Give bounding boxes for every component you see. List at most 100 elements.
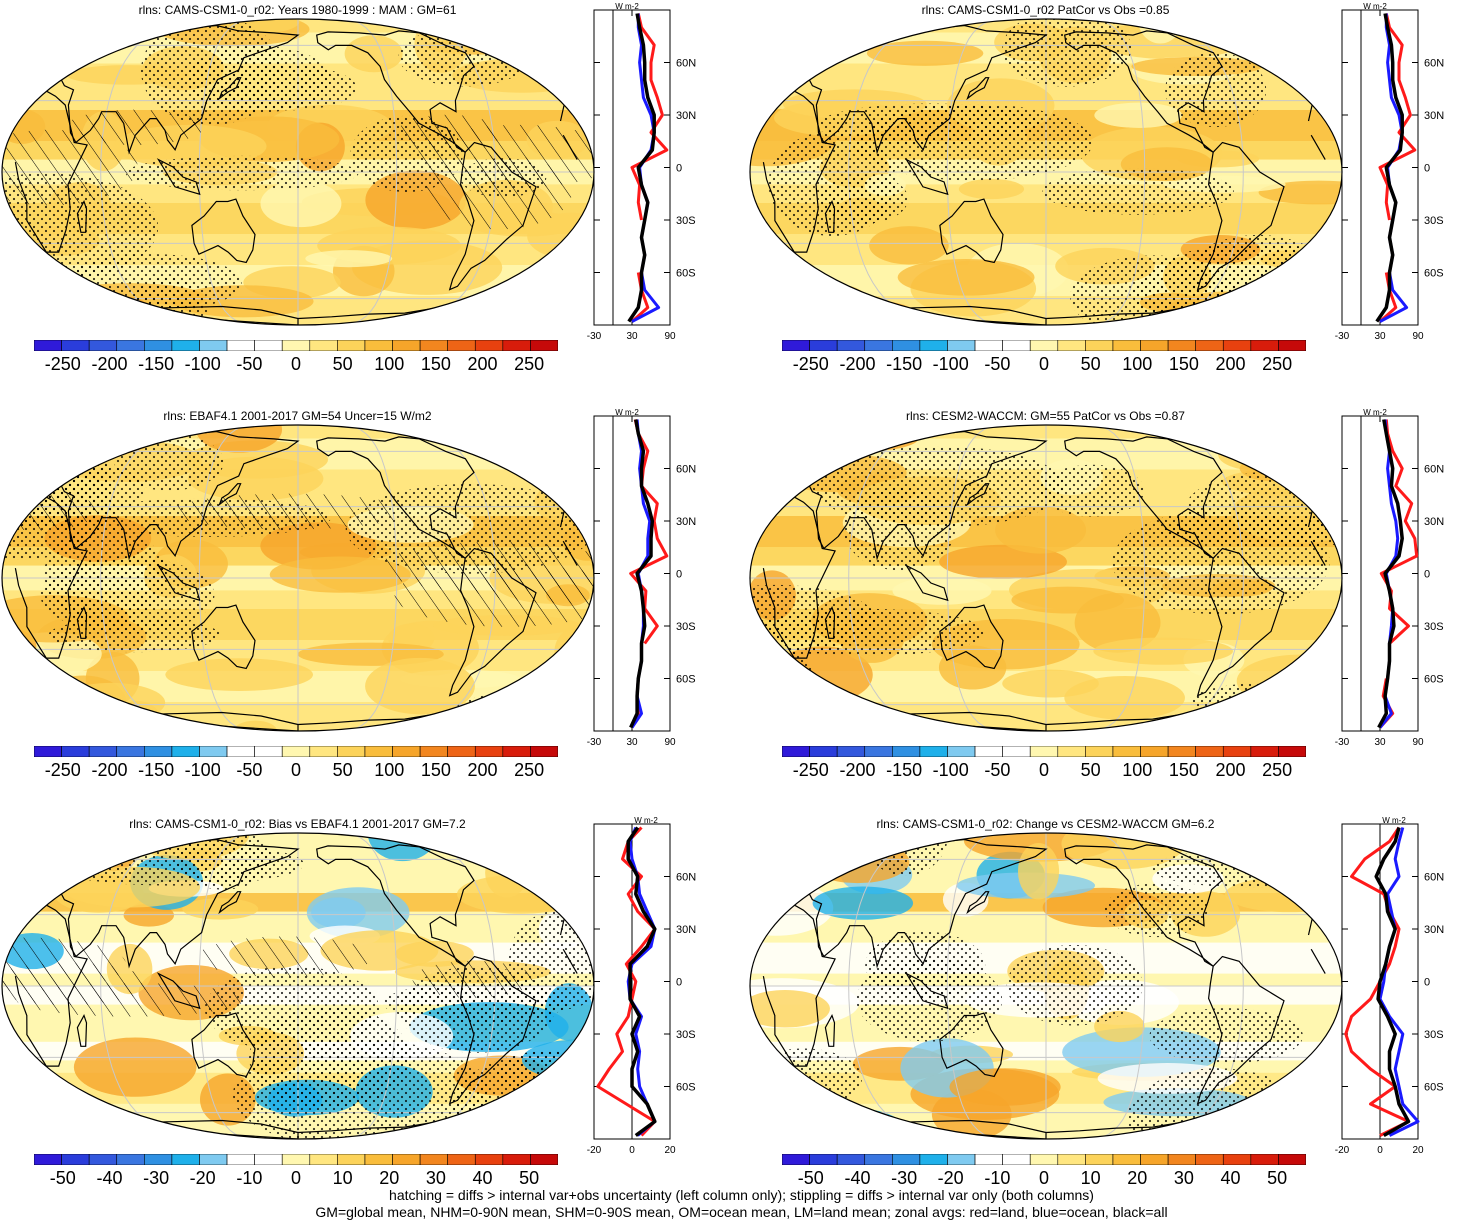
colorbar-tick-label: 50	[332, 354, 353, 374]
colorbar-swatch	[199, 340, 228, 351]
colorbar-swatch	[61, 746, 90, 757]
colorbar-tick-label: 100	[1122, 354, 1153, 374]
colorbar-tick-label: 250	[514, 354, 545, 374]
colorbar-swatch	[947, 340, 976, 351]
panel-5: rlns: CAMS-CSM1-0_r02: Change vs CESM2-W…	[748, 814, 1483, 1214]
colorbar-swatch	[337, 340, 366, 351]
colorbar-swatch	[809, 340, 838, 351]
colorbar-swatch	[1085, 340, 1114, 351]
map-title: rlns: CAMS-CSM1-0_r02 PatCor vs Obs =0.8…	[921, 3, 1170, 17]
colorbar-tick-label: -100	[184, 354, 221, 374]
zonal-line-all	[626, 826, 657, 1137]
zonal-ytick-label: 30S	[676, 621, 696, 633]
colorbar-tick-label: 150	[420, 354, 451, 374]
colorbar-tick-label: -10	[236, 1168, 263, 1188]
colorbar-tick-label: -50	[984, 354, 1011, 374]
colorbar-swatch	[1002, 340, 1031, 351]
zonal-ytick-label: 30N	[1424, 110, 1444, 122]
colorbar-swatch	[419, 746, 448, 757]
colorbar-tick-label: -20	[937, 1168, 964, 1188]
world-map	[1, 832, 595, 1140]
colorbar-swatch	[474, 1154, 504, 1165]
colorbar-tick-label: 250	[514, 760, 545, 780]
colorbar-swatch	[226, 1154, 255, 1165]
colorbar-swatch	[782, 1154, 810, 1165]
colorbar-swatch	[1002, 1154, 1031, 1165]
zonal-ytick-label: 60N	[676, 464, 696, 476]
colorbar-tick-label: 0	[290, 760, 302, 780]
zonal-ytick-label: 30S	[1424, 1029, 1444, 1041]
colorbar-tick-label: 10	[332, 1168, 353, 1188]
colorbar-swatch	[919, 340, 948, 351]
zonal-unit-label: W m-2	[1382, 816, 1406, 825]
zonal-ytick-label: 60N	[1424, 58, 1444, 70]
colorbar-swatch	[1057, 340, 1086, 351]
zonal-line-all	[1375, 13, 1404, 323]
map-title: rlns: CAMS-CSM1-0_r02: Bias vs EBAF4.1 2…	[129, 817, 466, 831]
zonal-line-all	[627, 13, 656, 323]
zonal-ytick-label: 30N	[676, 516, 696, 528]
colorbar-swatch	[281, 340, 311, 351]
colorbar-tick-label: 150	[1168, 760, 1199, 780]
colorbar-tick-label: -200	[91, 354, 128, 374]
colorbar-swatch	[1195, 340, 1224, 351]
zonal-ytick-label: 30N	[676, 924, 696, 936]
zonal-ytick-label: 60S	[1424, 268, 1444, 280]
zonal-ytick-label: 0	[1424, 569, 1430, 581]
colorbar-swatch	[864, 340, 893, 351]
colorbar-swatch	[61, 340, 90, 351]
colorbar-swatch	[1140, 1154, 1169, 1165]
colorbar-tick-label: -250	[792, 354, 829, 374]
colorbar-swatch	[502, 746, 531, 757]
colorbar-tick-label: 50	[332, 760, 353, 780]
colorbar-swatch	[34, 746, 62, 757]
colorbar	[782, 746, 1306, 757]
colorbar-swatch	[281, 1154, 311, 1165]
zonal-line-ocean	[1378, 827, 1420, 1137]
zonal-ytick-label: 0	[1424, 977, 1430, 989]
colorbar-swatch	[254, 746, 283, 757]
colorbar-swatch	[836, 1154, 866, 1165]
colorbar-swatch	[474, 340, 504, 351]
panel-2: rlns: EBAF4.1 2001-2017 GM=54 Uncer=15 W…	[0, 406, 735, 806]
colorbar	[782, 1154, 1306, 1165]
colorbar-swatch	[1250, 1154, 1279, 1165]
zonal-xtick-label: 0	[1377, 1145, 1383, 1156]
zonal-xtick-label: 30	[626, 737, 638, 748]
colorbar-swatch	[947, 1154, 976, 1165]
zonal-xtick-label: 30	[1374, 331, 1386, 342]
zonal-ytick-label: 30S	[676, 1029, 696, 1041]
colorbar-swatch	[1057, 746, 1086, 757]
zonal-unit-label: W m-2	[1363, 2, 1387, 11]
colorbar-tick-label: 250	[1262, 760, 1293, 780]
colorbar-swatch	[1140, 746, 1169, 757]
colorbar-swatch	[364, 746, 393, 757]
colorbar-swatch	[782, 340, 810, 351]
colorbar-swatch	[199, 1154, 228, 1165]
colorbar-tick-label: -150	[138, 354, 175, 374]
colorbar-tick-label: 200	[1215, 760, 1246, 780]
zonal-xtick-label: -20	[587, 1145, 602, 1156]
colorbar-swatch	[116, 1154, 145, 1165]
colorbar-swatch	[226, 340, 255, 351]
colorbar-tick-label: -100	[184, 760, 221, 780]
world-map	[749, 18, 1343, 326]
colorbar-swatch	[1167, 1154, 1196, 1165]
colorbar	[34, 746, 558, 757]
colorbar	[34, 340, 558, 351]
colorbar-swatch	[337, 746, 366, 757]
colorbar-swatch	[447, 1154, 476, 1165]
zonal-ytick-label: 30S	[676, 215, 696, 227]
map-title: rlns: CAMS-CSM1-0_r02: Change vs CESM2-W…	[876, 817, 1215, 831]
world-map	[749, 832, 1343, 1140]
colorbar-swatch	[809, 1154, 838, 1165]
colorbar-tick-label: 100	[374, 760, 405, 780]
colorbar-swatch	[171, 1154, 200, 1165]
zonal-xtick-label: -20	[1335, 1145, 1350, 1156]
colorbar-swatch	[892, 1154, 921, 1165]
colorbar-swatch	[364, 340, 393, 351]
zonal-xtick-label: 20	[664, 1145, 676, 1156]
footer-note-2: GM=global mean, NHM=0-90N mean, SHM=0-90…	[315, 1204, 1168, 1220]
colorbar-swatch	[1222, 746, 1252, 757]
colorbar-swatch	[392, 340, 421, 351]
